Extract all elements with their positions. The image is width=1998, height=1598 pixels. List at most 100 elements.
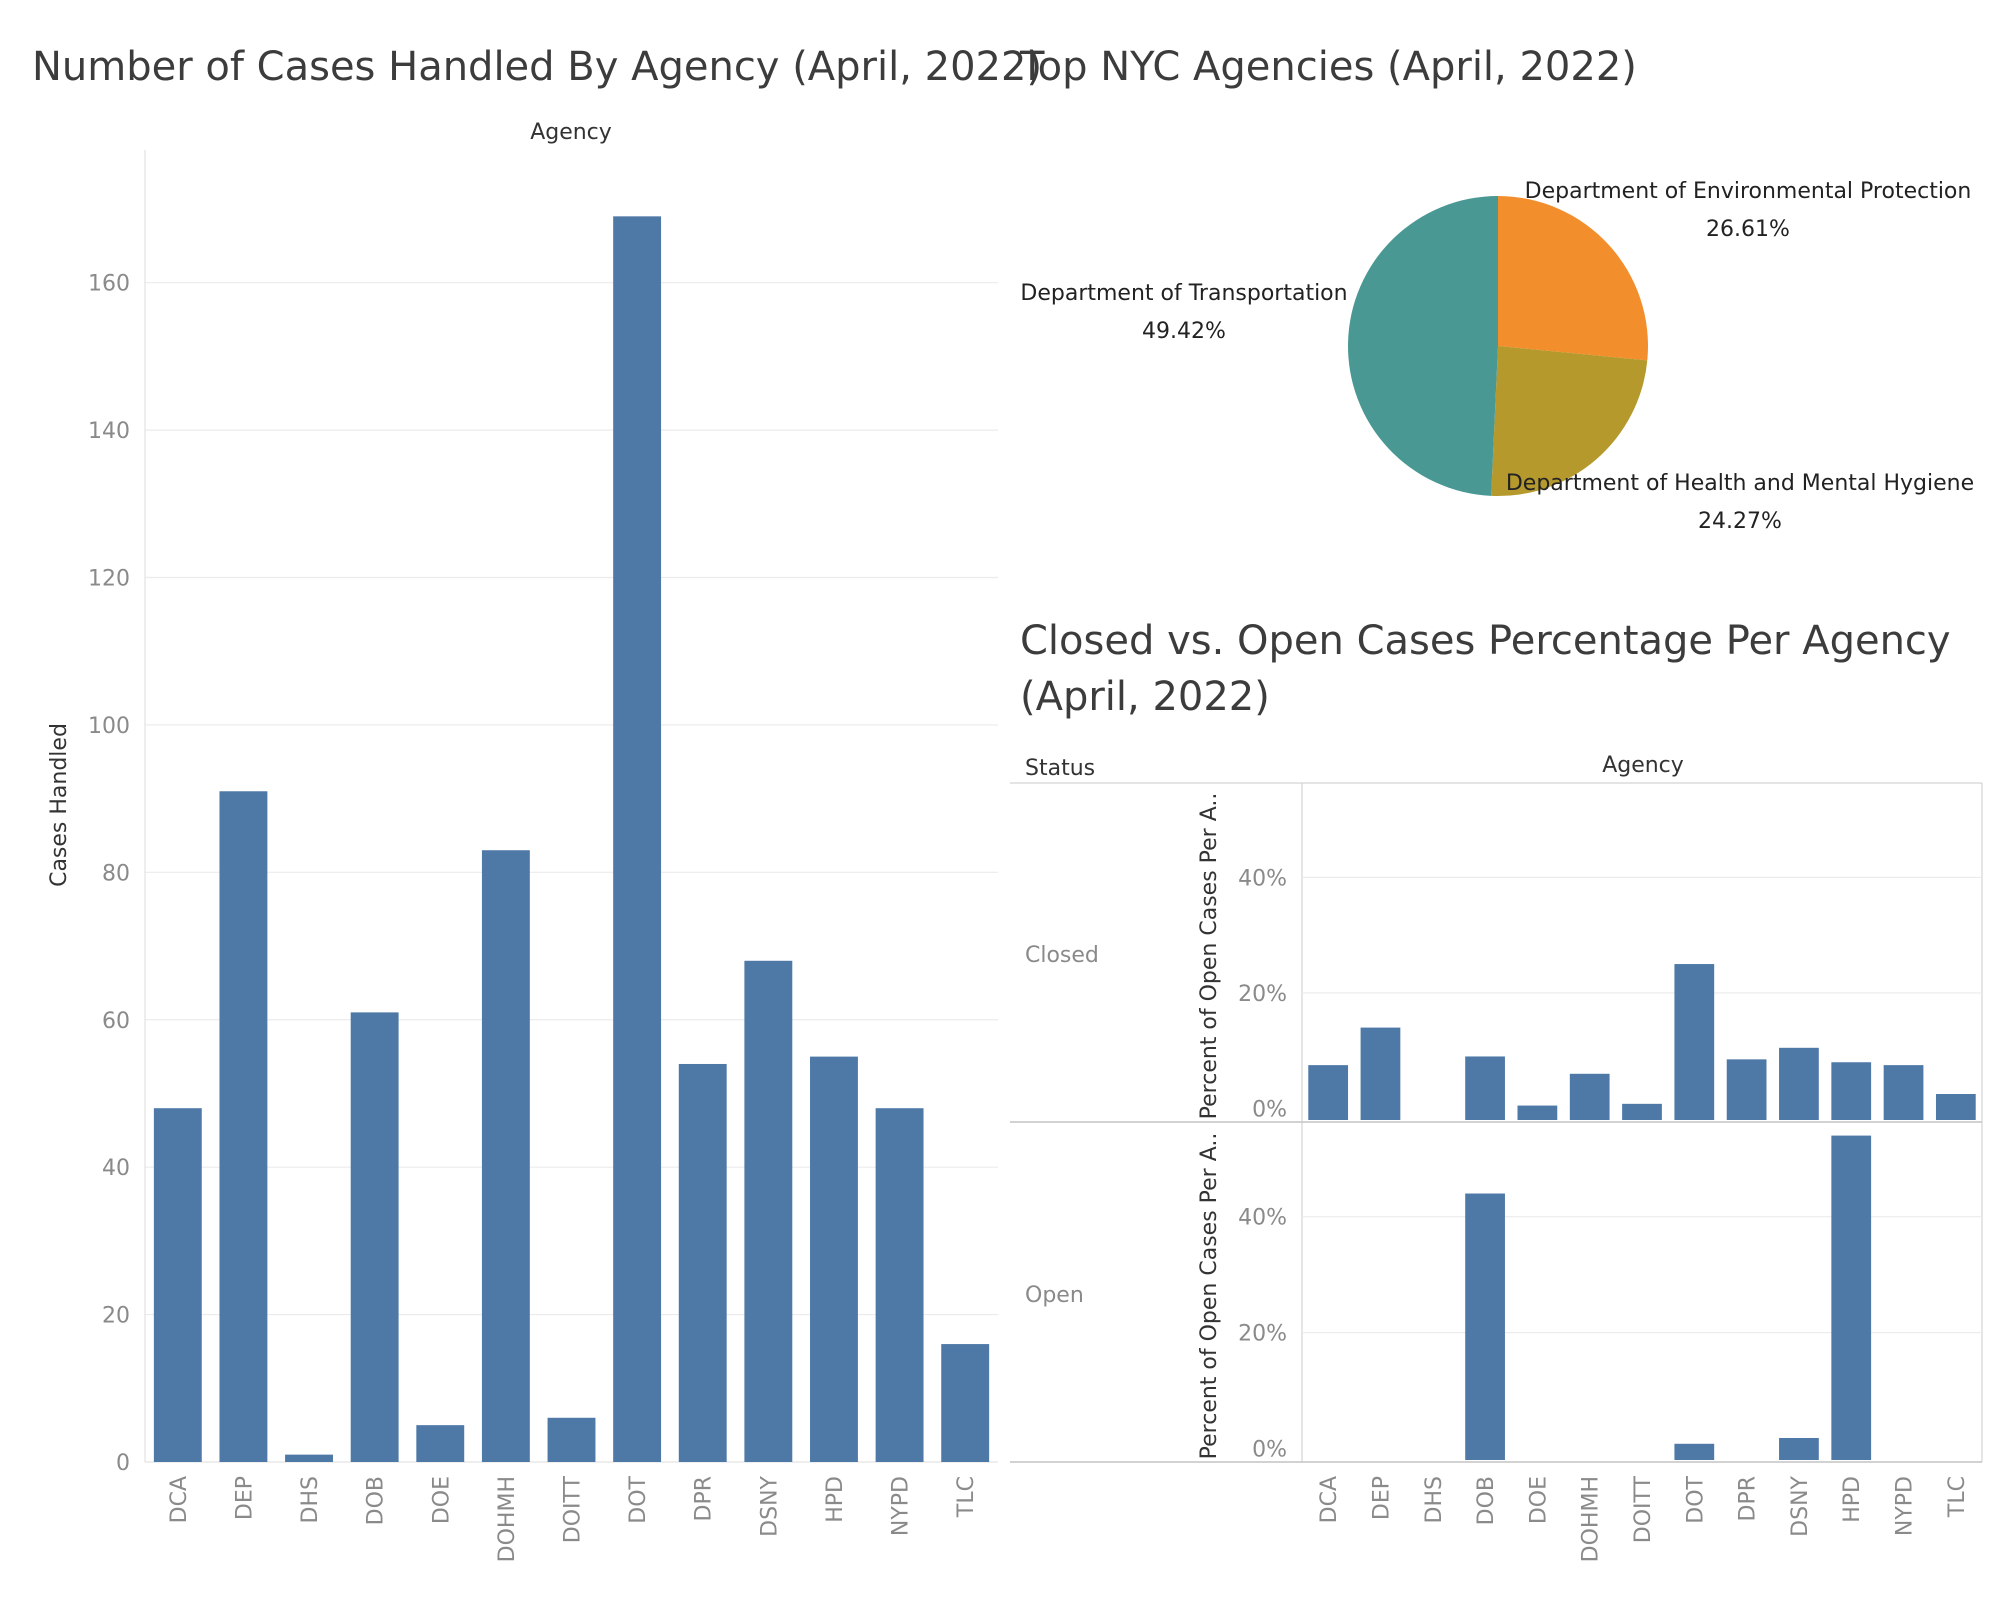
bar-doitt[interactable] [547,1417,596,1462]
x-tick-label: DOHMH [495,1476,520,1562]
bar-dca[interactable] [153,1108,202,1462]
status-open-pane: 0% 20% 40% [1238,1135,1982,1462]
status-chart-title-line2: (April, 2022) [1020,674,1270,720]
x-tick-label: DHS [298,1476,323,1523]
pie-slice-department-of-health-and-mental-hygiene[interactable] [1491,346,1648,496]
pie-slice-department-of-environmental-protection[interactable] [1498,196,1648,361]
bar-doe[interactable] [416,1425,465,1462]
x-tick-label: NYPD [889,1476,914,1536]
status-chart-frame [1010,782,1983,1463]
status-row-header: Status [1025,756,1095,781]
x-tick-label: DOITT [561,1475,586,1543]
status-chart-x-ticks: DCA DEP DHS DOB DOE DOHMH DOITT DOT DPR DSNY HPD NY… [1317,1475,1970,1562]
y-tick-label: 0 [116,1451,130,1476]
x-tick-label: DOT [626,1475,651,1523]
bar-chart-x-ticks: DCA DEP DHS DOB DOE DOHMH DOITT DOT DPR DSNY HPD NY… [167,1475,979,1562]
bar-hpd[interactable] [810,1056,858,1462]
x-tick-label: TLC [954,1476,979,1518]
pie-chart-labels: Department of Environmental Protection 26… [1020,179,1974,534]
status-bar-hpd[interactable] [1831,1135,1872,1460]
status-bar-nypd[interactable] [1883,1065,1924,1120]
x-tick-label: DHS [1422,1476,1447,1523]
status-bar-dep[interactable] [1360,1027,1401,1120]
y-tick-label: 0% [1252,1097,1287,1122]
bar-chart-y-axis-title: Cases Handled [47,723,72,887]
x-tick-label: DOE [429,1476,454,1524]
status-bar-dpr[interactable] [1726,1059,1767,1120]
y-tick-label: 80 [102,861,130,886]
x-tick-label: DOB [1474,1476,1499,1525]
pie-label-name: Department of Transportation [1020,281,1347,306]
bar-chart-title: Number of Cases Handled By Agency (April… [32,44,1042,90]
pie-label-percent: 26.61% [1706,217,1790,242]
x-tick-label: DOHMH [1579,1476,1604,1562]
x-tick-label: NYPD [1893,1476,1918,1536]
x-tick-label: DEP [1369,1476,1394,1520]
bar-chart-column-header: Agency [530,120,612,145]
bar-nypd[interactable] [875,1108,924,1462]
bar-dohmh[interactable] [481,850,530,1462]
bar-dhs[interactable] [285,1454,333,1462]
status-row-label-closed: Closed [1025,943,1099,968]
status-bar-dot[interactable] [1674,964,1715,1120]
status-bar-dca[interactable] [1308,1065,1349,1120]
status-closed-y-axis-title: Percent of Open Cases Per A.. [1197,793,1222,1120]
bar-tlc[interactable] [941,1344,990,1462]
status-bar-dohmh[interactable] [1569,1073,1610,1120]
y-tick-label: 140 [88,419,130,444]
x-tick-label: HPD [823,1476,848,1523]
y-tick-label: 20 [102,1304,130,1329]
status-bar-hpd[interactable] [1831,1062,1872,1120]
pie-chart [1348,196,1648,496]
x-tick-label: TLC [1945,1476,1970,1518]
bar-dep[interactable] [219,791,268,1462]
status-bar-tlc[interactable] [1935,1094,1976,1120]
status-bar-doe[interactable] [1517,1105,1558,1120]
x-tick-label: DPR [1736,1476,1761,1522]
status-row-label-open: Open [1025,1283,1084,1308]
y-tick-label: 120 [88,567,130,592]
pie-chart-title: Top NYC Agencies (April, 2022) [1019,44,1637,90]
status-open-y-axis-title: Percent of Open Cases Per A.. [1197,1133,1222,1460]
x-tick-label: DCA [167,1476,192,1523]
bar-chart-gridlines [144,150,998,1463]
status-bar-doitt[interactable] [1622,1103,1662,1120]
pie-label-name: Department of Environmental Protection [1525,179,1972,204]
y-tick-label: 40% [1238,1206,1287,1231]
y-tick-label: 20% [1238,1322,1287,1347]
status-bar-dsny[interactable] [1779,1437,1819,1460]
x-tick-label: DCA [1317,1476,1342,1523]
y-tick-label: 40% [1238,866,1287,891]
pie-label-percent: 24.27% [1698,509,1782,534]
x-tick-label: DOE [1526,1476,1551,1524]
bar-dob[interactable] [350,1012,399,1462]
x-tick-label: DSNY [1788,1475,1813,1536]
y-tick-label: 40 [102,1156,130,1181]
pie-label-name: Department of Health and Mental Hygiene [1506,471,1974,496]
bar-chart-bars [153,216,990,1463]
pie-label-percent: 49.42% [1142,319,1226,344]
x-tick-label: DOB [364,1476,389,1525]
x-tick-label: DOITT [1631,1475,1656,1543]
y-tick-label: 160 [88,272,130,297]
bar-dot[interactable] [613,216,662,1463]
y-tick-label: 20% [1238,982,1287,1007]
y-tick-label: 60 [102,1009,130,1034]
status-bar-dsny[interactable] [1779,1047,1819,1120]
y-tick-label: 0% [1252,1437,1287,1462]
bar-chart-y-ticks: 0 20 40 60 80 100 120 140 160 [88,272,130,1476]
status-chart-title-line1: Closed vs. Open Cases Percentage Per Age… [1020,618,1951,664]
bar-dsny[interactable] [744,960,793,1462]
status-column-header: Agency [1602,753,1684,778]
y-tick-label: 100 [88,714,130,739]
x-tick-label: DSNY [757,1475,782,1536]
status-bar-dob[interactable] [1465,1056,1505,1120]
bar-dpr[interactable] [678,1063,727,1462]
status-bar-dot[interactable] [1674,1443,1715,1460]
status-bar-dob[interactable] [1465,1193,1505,1460]
x-tick-label: DEP [232,1476,257,1520]
status-closed-pane: 0% 20% 40% [1238,866,1982,1122]
pie-slice-department-of-transportation[interactable] [1348,196,1498,496]
x-tick-label: DOT [1683,1475,1708,1523]
